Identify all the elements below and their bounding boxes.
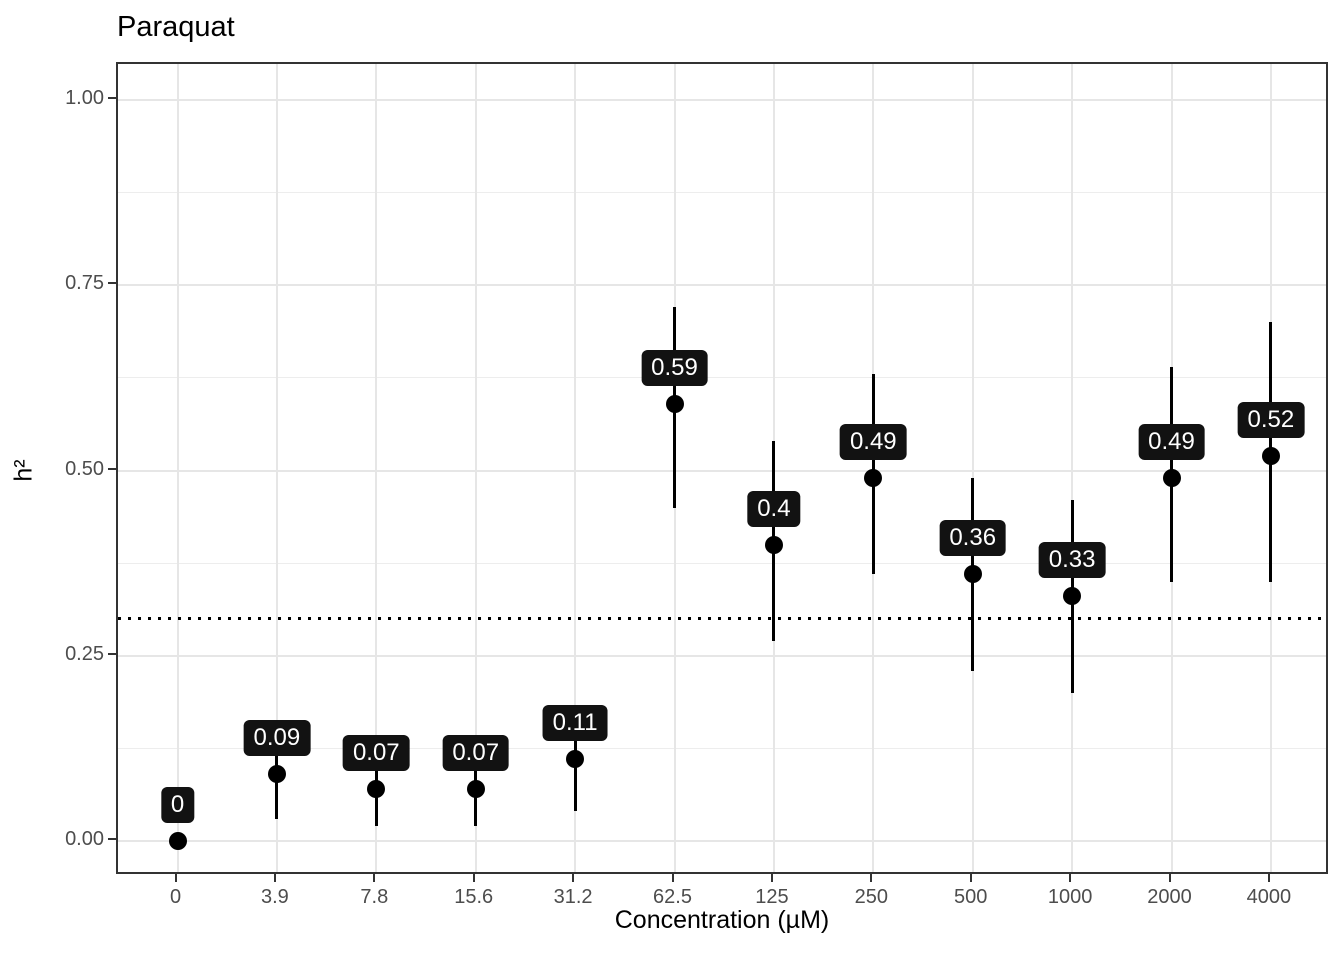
x-tick-label: 500 <box>954 886 988 908</box>
data-point <box>367 780 386 799</box>
x-axis-tick <box>572 874 575 882</box>
gridline-major-vertical <box>1071 64 1074 872</box>
x-axis-tick <box>174 874 177 882</box>
y-axis-tick <box>108 282 116 285</box>
y-tick-label: 0.75 <box>65 272 104 295</box>
gridline-major-horizontal <box>118 284 1326 287</box>
gridline-major-vertical <box>275 64 278 872</box>
y-tick-label: 1.00 <box>65 87 104 109</box>
point-label: 0.59 <box>641 349 708 386</box>
x-tick-label: 7.8 <box>360 886 389 908</box>
point-label: 0.09 <box>243 720 311 757</box>
x-axis-tick <box>870 874 873 882</box>
data-point <box>1162 468 1181 487</box>
x-axis-tick <box>1168 874 1171 882</box>
point-label: 0.4 <box>747 490 801 527</box>
y-axis-tick <box>108 838 116 840</box>
x-axis-tick <box>671 874 674 882</box>
reference-line-dotted <box>118 617 1326 621</box>
x-tick-label: 1000 <box>1047 886 1093 908</box>
gridline-major-horizontal <box>118 99 1326 101</box>
x-tick-label: 62.5 <box>653 886 692 908</box>
y-tick-label: 0.25 <box>65 642 104 665</box>
y-axis-tick <box>108 97 116 99</box>
data-point <box>168 832 187 850</box>
x-tick-label: 15.6 <box>454 886 494 908</box>
point-label: 0.33 <box>1038 542 1106 579</box>
x-tick-label: 31.2 <box>553 886 593 908</box>
x-axis-tick <box>969 874 972 882</box>
x-axis-tick <box>770 874 773 882</box>
point-label: 0.07 <box>442 735 510 772</box>
gridline-major-vertical <box>474 64 477 872</box>
gridline-minor-horizontal <box>118 562 1326 564</box>
plot-panel: 0 0.09 0.07 0.07 0.11 0.59 0.4 0.49 0.36 0.33 0.49… <box>116 62 1328 874</box>
point-label: 0.49 <box>1138 423 1205 460</box>
x-tick-label: 125 <box>755 886 789 908</box>
data-point <box>466 780 485 799</box>
x-tick-label: 2000 <box>1147 886 1192 908</box>
gridline-minor-horizontal <box>118 377 1326 379</box>
gridline-major-vertical <box>375 64 378 872</box>
x-axis-title: Concentration (µM) <box>614 906 830 934</box>
data-point <box>764 535 783 554</box>
data-point <box>267 765 286 784</box>
x-tick-label: 3.9 <box>260 886 289 908</box>
data-point <box>566 750 585 769</box>
point-label: 0.11 <box>542 705 608 742</box>
gridline-minor-horizontal <box>118 747 1326 749</box>
data-point <box>1261 446 1280 465</box>
point-label: 0.07 <box>342 735 410 772</box>
x-axis-tick <box>373 874 376 882</box>
x-axis-tick <box>1069 874 1072 882</box>
y-axis-tick <box>108 652 116 655</box>
x-axis-tick <box>273 874 276 882</box>
data-point <box>963 565 982 584</box>
data-point <box>665 394 684 413</box>
y-tick-label: 0.50 <box>65 457 104 480</box>
x-tick-label: 0 <box>169 886 182 908</box>
plot-title: Paraquat <box>117 11 235 43</box>
gridline-major-vertical <box>176 64 179 872</box>
x-axis-tick <box>472 874 475 882</box>
point-label: 0.52 <box>1237 401 1305 438</box>
x-tick-label: 4000 <box>1246 886 1292 908</box>
y-axis-tick <box>108 467 116 470</box>
gridline-minor-horizontal <box>118 192 1326 194</box>
y-tick-label: 0.00 <box>65 828 104 850</box>
data-point <box>1063 587 1082 606</box>
point-label: 0.36 <box>939 520 1007 557</box>
x-tick-label: 250 <box>854 886 888 908</box>
point-label: 0.49 <box>839 423 907 460</box>
data-point <box>864 468 883 487</box>
y-axis-title: h² <box>9 459 38 482</box>
gridline-major-horizontal <box>118 469 1326 472</box>
gridline-major-horizontal <box>118 840 1326 842</box>
gridline-major-horizontal <box>118 654 1326 657</box>
gridline-major-vertical <box>971 64 974 872</box>
gridline-major-vertical <box>574 64 577 872</box>
x-axis-tick <box>1267 874 1270 882</box>
point-label: 0 <box>160 787 195 823</box>
